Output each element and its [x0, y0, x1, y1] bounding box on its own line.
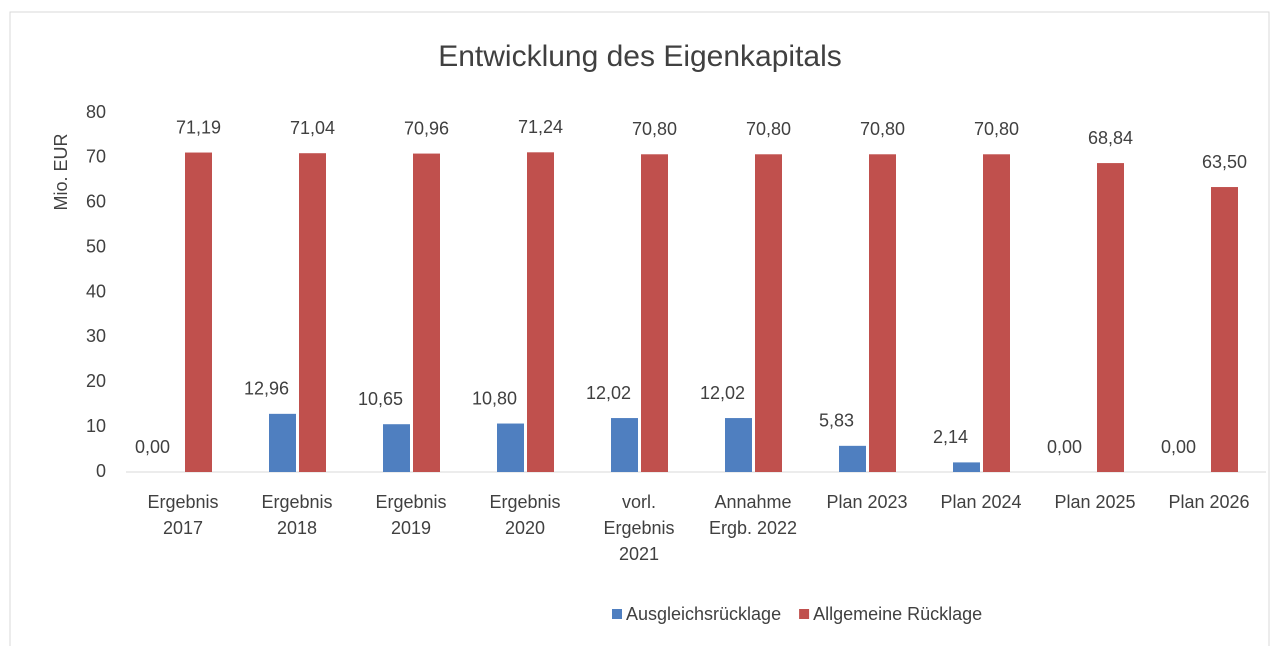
legend-label: Allgemeine Rücklage: [813, 604, 982, 624]
bar: [983, 154, 1010, 472]
y-tick-label: 0: [96, 461, 106, 481]
data-label: 68,84: [1088, 128, 1133, 148]
chart-frame: [9, 11, 1270, 646]
data-label: 70,80: [860, 119, 905, 139]
data-label: 12,02: [700, 383, 745, 403]
bar: [497, 423, 524, 472]
x-tick-label: Plan 2025: [1054, 492, 1136, 512]
bar: [185, 152, 212, 472]
bar: [839, 445, 866, 472]
bar: [641, 154, 668, 472]
data-label: 12,02: [586, 383, 631, 403]
x-tick-label: Annahme Ergb. 2022: [708, 492, 798, 538]
y-tick-label: 60: [86, 192, 106, 212]
bar: [1211, 187, 1238, 472]
x-tick-label: vorl. Ergebnis 2021: [603, 492, 675, 564]
data-label: 10,80: [472, 388, 517, 408]
y-tick-label: 10: [86, 416, 106, 436]
x-tick-label: Plan 2024: [940, 492, 1022, 512]
data-label: 71,24: [518, 117, 563, 137]
data-label: 71,04: [290, 118, 335, 138]
legend-swatch: [612, 609, 622, 619]
bar: [527, 152, 554, 473]
y-tick-label: 50: [86, 236, 106, 256]
y-tick-label: 80: [86, 102, 106, 122]
y-axis-label: Mio. EUR: [51, 133, 71, 210]
chart-title: Entwicklung des Eigenkapitals: [438, 40, 842, 73]
data-label: 63,50: [1202, 152, 1247, 172]
data-label: 2,14: [933, 427, 968, 447]
data-label: 70,80: [746, 119, 791, 139]
x-tick-label: Ergebnis 2020: [489, 492, 561, 538]
legend-swatch: [799, 609, 810, 619]
data-label: 71,19: [176, 117, 221, 137]
bar: [611, 418, 638, 472]
data-label: 5,83: [819, 411, 854, 431]
bar: [383, 424, 410, 472]
bar: [725, 418, 752, 472]
legend-label: Ausgleichsrücklage: [626, 604, 781, 624]
y-tick-label: 20: [86, 371, 106, 391]
bar: [869, 154, 896, 472]
y-tick-label: 30: [86, 326, 106, 346]
x-tick-label: Plan 2026: [1168, 492, 1250, 512]
data-label: 0,00: [1047, 437, 1082, 457]
y-tick-label: 70: [86, 147, 106, 167]
data-label: 0,00: [135, 437, 170, 457]
bar: [269, 413, 296, 472]
x-tick-label: Ergebnis 2019: [375, 492, 447, 538]
bar: [953, 462, 980, 472]
data-label: 10,65: [358, 389, 403, 409]
x-tick-label: Ergebnis 2017: [147, 492, 219, 538]
data-label: 70,80: [974, 119, 1019, 139]
x-tick-label: Ergebnis 2018: [261, 492, 333, 538]
y-tick-label: 40: [86, 281, 106, 301]
x-tick-label: Plan 2023: [826, 492, 908, 512]
bar: [299, 153, 326, 472]
bar: [1097, 163, 1124, 472]
data-label: 0,00: [1161, 437, 1196, 457]
bar: [755, 154, 782, 472]
data-label: 12,96: [244, 379, 289, 399]
data-label: 70,96: [404, 118, 449, 138]
bar: [413, 153, 440, 472]
data-label: 70,80: [632, 119, 677, 139]
